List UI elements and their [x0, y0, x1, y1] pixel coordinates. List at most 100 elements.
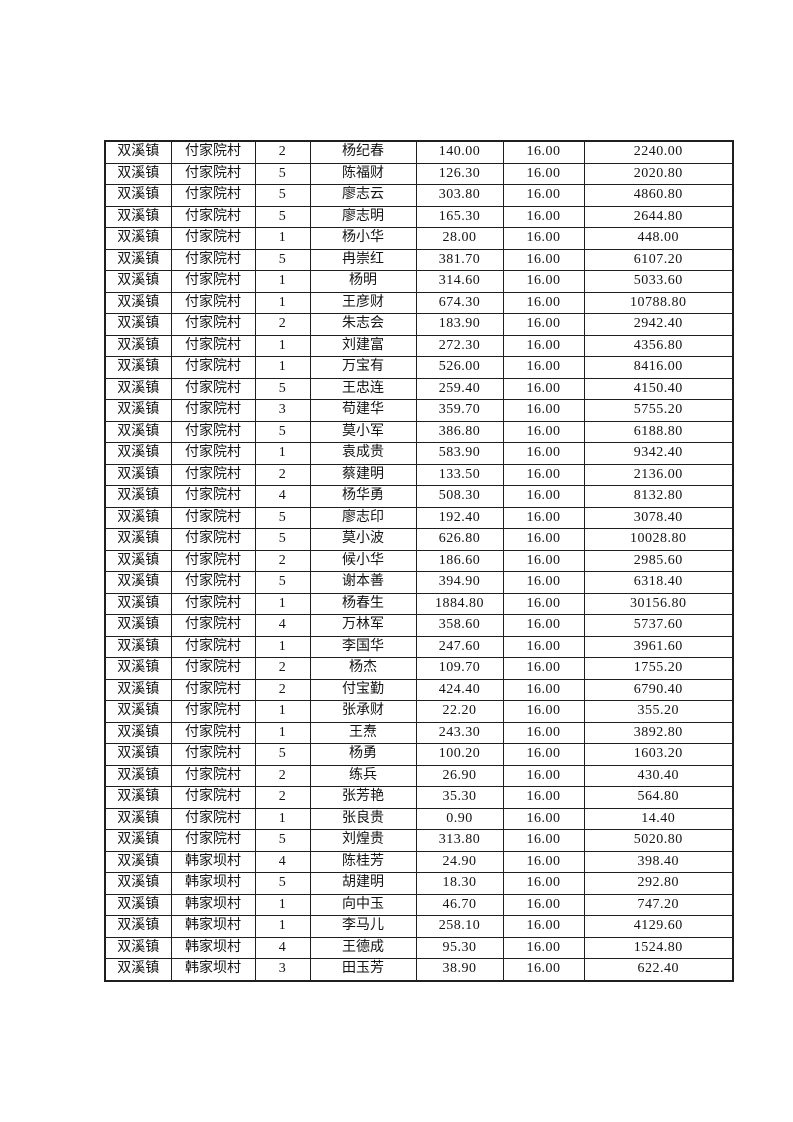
- person-name-cell: 杨明: [309, 270, 417, 293]
- rate-cell: 16.00: [502, 657, 585, 680]
- count-cell: 3: [254, 958, 311, 981]
- town-cell: 双溪镇: [104, 270, 172, 293]
- table-row: 双溪镇 付家院村 4 杨华勇 508.30 16.00 8132.80: [104, 485, 734, 508]
- person-name-cell: 刘煌贵: [309, 829, 417, 852]
- town-cell: 双溪镇: [104, 334, 172, 357]
- town-cell: 双溪镇: [104, 678, 172, 701]
- amount-cell: 2020.80: [583, 162, 734, 185]
- table-row: 双溪镇 付家院村 2 蔡建明 133.50 16.00 2136.00: [104, 463, 734, 486]
- area-cell: 626.80: [415, 528, 504, 551]
- table-row: 双溪镇 付家院村 1 李国华 247.60 16.00 3961.60: [104, 635, 734, 658]
- person-name-cell: 万林军: [309, 614, 417, 637]
- town-cell: 双溪镇: [104, 399, 172, 422]
- count-cell: 5: [254, 377, 311, 400]
- table-row: 双溪镇 付家院村 5 莫小波 626.80 16.00 10028.80: [104, 528, 734, 551]
- area-cell: 133.50: [415, 463, 504, 486]
- person-name-cell: 蔡建明: [309, 463, 417, 486]
- table-row: 双溪镇 付家院村 1 张承财 22.20 16.00 355.20: [104, 700, 734, 723]
- person-name-cell: 张良贵: [309, 807, 417, 830]
- rate-cell: 16.00: [502, 614, 585, 637]
- count-cell: 2: [254, 657, 311, 680]
- person-name-cell: 莫小军: [309, 420, 417, 443]
- town-cell: 双溪镇: [104, 528, 172, 551]
- rate-cell: 16.00: [502, 377, 585, 400]
- village-cell: 付家院村: [170, 205, 256, 228]
- area-cell: 140.00: [415, 140, 504, 164]
- amount-cell: 14.40: [583, 807, 734, 830]
- person-name-cell: 李国华: [309, 635, 417, 658]
- count-cell: 5: [254, 420, 311, 443]
- area-cell: 394.90: [415, 571, 504, 594]
- town-cell: 双溪镇: [104, 442, 172, 465]
- amount-cell: 6107.20: [583, 248, 734, 271]
- village-cell: 付家院村: [170, 334, 256, 357]
- subsidy-table: 双溪镇 付家院村 2 杨纪春 140.00 16.00 2240.00 双溪镇 …: [104, 140, 734, 982]
- person-name-cell: 李马儿: [309, 915, 417, 938]
- amount-cell: 4860.80: [583, 184, 734, 207]
- village-cell: 付家院村: [170, 786, 256, 809]
- town-cell: 双溪镇: [104, 549, 172, 572]
- area-cell: 183.90: [415, 313, 504, 336]
- area-cell: 38.90: [415, 958, 504, 981]
- count-cell: 5: [254, 162, 311, 185]
- village-cell: 韩家坝村: [170, 915, 256, 938]
- table-row: 双溪镇 付家院村 1 杨小华 28.00 16.00 448.00: [104, 227, 734, 250]
- village-cell: 付家院村: [170, 313, 256, 336]
- rate-cell: 16.00: [502, 872, 585, 895]
- town-cell: 双溪镇: [104, 377, 172, 400]
- person-name-cell: 向中玉: [309, 893, 417, 916]
- village-cell: 付家院村: [170, 442, 256, 465]
- village-cell: 付家院村: [170, 248, 256, 271]
- rate-cell: 16.00: [502, 248, 585, 271]
- count-cell: 5: [254, 184, 311, 207]
- village-cell: 付家院村: [170, 270, 256, 293]
- person-name-cell: 候小华: [309, 549, 417, 572]
- rate-cell: 16.00: [502, 678, 585, 701]
- rate-cell: 16.00: [502, 958, 585, 981]
- count-cell: 5: [254, 248, 311, 271]
- village-cell: 付家院村: [170, 162, 256, 185]
- person-name-cell: 杨勇: [309, 743, 417, 766]
- town-cell: 双溪镇: [104, 571, 172, 594]
- area-cell: 26.90: [415, 764, 504, 787]
- table-row: 双溪镇 付家院村 5 冉崇红 381.70 16.00 6107.20: [104, 248, 734, 271]
- person-name-cell: 廖志云: [309, 184, 417, 207]
- town-cell: 双溪镇: [104, 485, 172, 508]
- count-cell: 2: [254, 463, 311, 486]
- rate-cell: 16.00: [502, 205, 585, 228]
- person-name-cell: 万宝有: [309, 356, 417, 379]
- person-name-cell: 莫小波: [309, 528, 417, 551]
- rate-cell: 16.00: [502, 140, 585, 164]
- town-cell: 双溪镇: [104, 764, 172, 787]
- person-name-cell: 胡建明: [309, 872, 417, 895]
- amount-cell: 3892.80: [583, 721, 734, 744]
- table-row: 双溪镇 付家院村 2 付宝勤 424.40 16.00 6790.40: [104, 678, 734, 701]
- table-row: 双溪镇 韩家坝村 4 陈桂芳 24.90 16.00 398.40: [104, 850, 734, 873]
- village-cell: 付家院村: [170, 571, 256, 594]
- person-name-cell: 杨春生: [309, 592, 417, 615]
- person-name-cell: 王德成: [309, 936, 417, 959]
- count-cell: 5: [254, 528, 311, 551]
- village-cell: 付家院村: [170, 291, 256, 314]
- area-cell: 526.00: [415, 356, 504, 379]
- town-cell: 双溪镇: [104, 958, 172, 981]
- rate-cell: 16.00: [502, 571, 585, 594]
- town-cell: 双溪镇: [104, 227, 172, 250]
- village-cell: 付家院村: [170, 807, 256, 830]
- amount-cell: 5755.20: [583, 399, 734, 422]
- amount-cell: 3078.40: [583, 506, 734, 529]
- amount-cell: 6188.80: [583, 420, 734, 443]
- table-row: 双溪镇 付家院村 5 莫小军 386.80 16.00 6188.80: [104, 420, 734, 443]
- table-row: 双溪镇 付家院村 4 万林军 358.60 16.00 5737.60: [104, 614, 734, 637]
- area-cell: 359.70: [415, 399, 504, 422]
- count-cell: 2: [254, 140, 311, 164]
- rate-cell: 16.00: [502, 592, 585, 615]
- person-name-cell: 冉崇红: [309, 248, 417, 271]
- area-cell: 24.90: [415, 850, 504, 873]
- amount-cell: 2644.80: [583, 205, 734, 228]
- rate-cell: 16.00: [502, 528, 585, 551]
- village-cell: 付家院村: [170, 549, 256, 572]
- rate-cell: 16.00: [502, 184, 585, 207]
- table-row: 双溪镇 付家院村 2 张芳艳 35.30 16.00 564.80: [104, 786, 734, 809]
